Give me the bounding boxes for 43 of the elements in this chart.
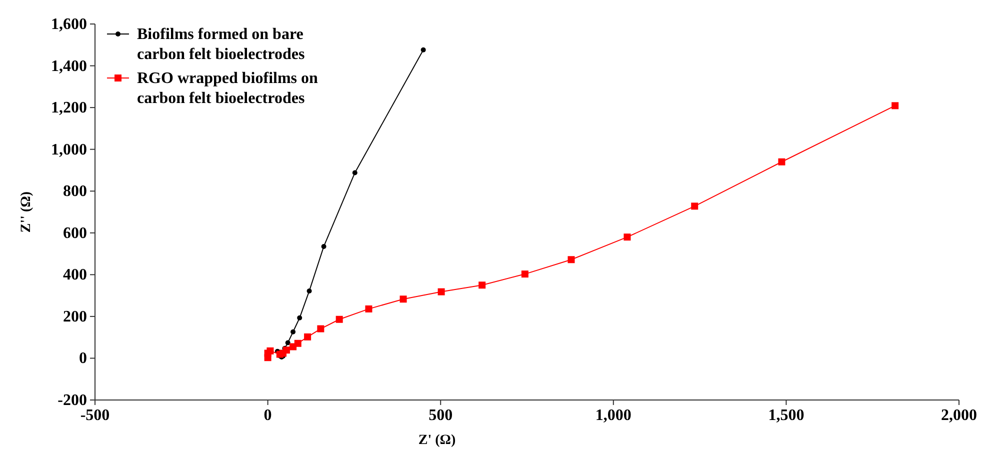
x-axis-title: Z' (Ω): [418, 433, 456, 448]
y-tick-label: 400: [63, 266, 87, 284]
point: [282, 346, 290, 354]
legend-label: Biofilms formed on bare carbon felt bioelectrodes: [137, 26, 305, 63]
point: [317, 325, 324, 332]
y-tick-label: 800: [63, 183, 87, 200]
y-tick-label: 1,600: [51, 16, 87, 33]
point: [478, 282, 486, 289]
point: [321, 244, 326, 249]
y-tick-label: 600: [63, 224, 87, 242]
point: [294, 340, 302, 347]
point: [306, 288, 312, 294]
point: [892, 102, 899, 110]
point: [691, 202, 698, 210]
point: [297, 315, 302, 320]
point: [624, 234, 631, 241]
x-tick-label: 1,500: [768, 407, 804, 424]
legend-label: RGO wrapped biofilms on carbon felt bioelectrodes: [137, 70, 318, 107]
y-tick-label: 200: [63, 308, 87, 326]
x-tick-label: 0: [264, 407, 272, 424]
point: [420, 47, 426, 52]
y-tick-label: -200: [58, 392, 87, 409]
point: [400, 296, 407, 303]
point: [336, 316, 343, 323]
point: [290, 329, 296, 334]
y-tick-label: 1,400: [51, 58, 87, 75]
point: [778, 158, 786, 166]
x-tick-label: 500: [428, 407, 453, 424]
y-axis-title: Z'' (Ω): [19, 191, 34, 233]
point: [285, 340, 290, 346]
point: [365, 305, 372, 312]
x-tick-label: -500: [80, 407, 110, 424]
y-tick-label: 1,200: [51, 100, 87, 117]
point: [266, 347, 274, 354]
point: [304, 333, 312, 340]
y-tick-label: 0: [79, 350, 87, 368]
y-tick-label: 1,000: [51, 141, 87, 158]
x-tick-label: 1,000: [595, 407, 632, 424]
point: [352, 170, 358, 176]
point: [521, 270, 528, 278]
point: [438, 288, 445, 296]
x-tick-label: 2,000: [941, 407, 977, 424]
point: [568, 256, 575, 264]
